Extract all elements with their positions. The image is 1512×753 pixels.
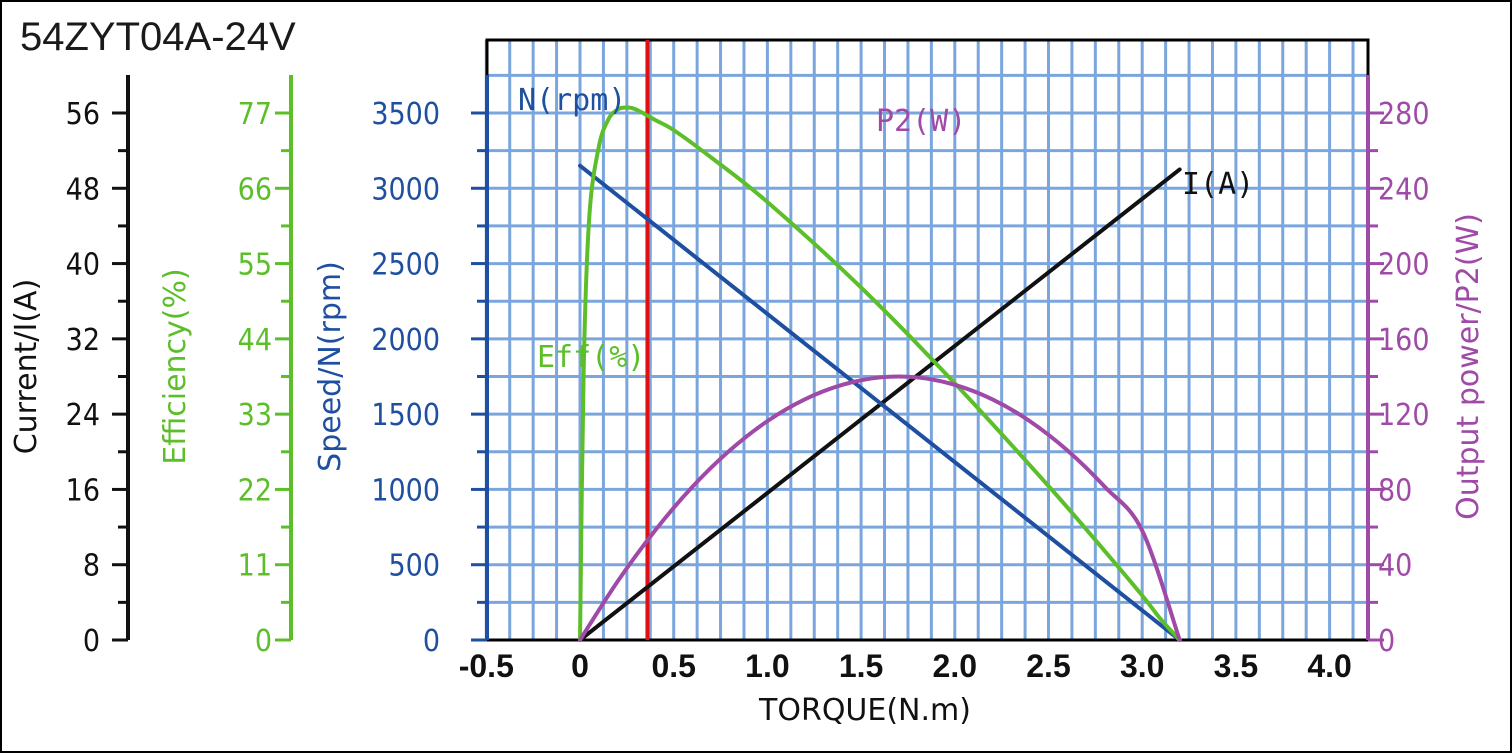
efficiency-tick-label: 66 — [238, 172, 272, 207]
x-tick-label: 1.5 — [839, 648, 883, 684]
x-tick-label: 1.0 — [745, 648, 789, 684]
efficiency-tick-label: 11 — [238, 549, 272, 584]
speed-tick-label: 2500 — [371, 248, 440, 283]
data-series — [578, 105, 1182, 642]
x-tick-label: 3.5 — [1214, 648, 1258, 684]
power-tick-label: 240 — [1378, 172, 1430, 207]
x-tick-label: 2.0 — [933, 648, 977, 684]
power-tick-label: 0 — [1378, 624, 1395, 659]
current-axis-title: Current/I(A) — [9, 279, 44, 455]
curve-labels: I(A) N(rpm) Eff(%) P2(W) — [518, 83, 1254, 375]
power-tick-label: 40 — [1378, 549, 1412, 584]
power-tick-label: 160 — [1378, 323, 1430, 358]
efficiency-axis-title: Efficiency(%) — [158, 268, 193, 464]
efficiency-tick-label: 44 — [238, 323, 272, 358]
curve-label-speed: N(rpm) — [518, 83, 626, 118]
current-tick-label: 24 — [66, 398, 100, 433]
efficiency-tick-label: 22 — [238, 473, 272, 508]
current-tick-label: 8 — [83, 549, 100, 584]
x-tick-label: 0.5 — [651, 648, 695, 684]
chart-title: 54ZYT04A-24V — [20, 15, 296, 59]
speed-tick-label: 0 — [423, 624, 440, 659]
speed-tick-label: 500 — [388, 549, 440, 584]
power-tick-label: 200 — [1378, 248, 1430, 283]
curve-label-efficiency: Eff(%) — [537, 340, 645, 375]
x-tick-label: 2.5 — [1026, 648, 1070, 684]
x-tick-label: 0 — [571, 648, 589, 684]
curve-label-current: I(A) — [1182, 167, 1254, 202]
efficiency-tick-label: 55 — [238, 248, 272, 283]
efficiency-tick-label: 77 — [238, 97, 272, 132]
series-line-power — [578, 374, 1182, 642]
curve-label-power: P2(W) — [876, 104, 966, 139]
speed-tick-label: 2000 — [371, 323, 440, 358]
x-tick-label: 4.0 — [1307, 648, 1351, 684]
current-tick-label: 48 — [66, 172, 100, 207]
current-tick-label: 0 — [83, 624, 100, 659]
power-tick-label: 280 — [1378, 97, 1430, 132]
power-tick-label: 80 — [1378, 473, 1412, 508]
plot-grid: -0.5 0 0.5 1.0 1.5 2.0 2.5 3.0 3.5 4.0 — [459, 38, 1370, 684]
y-axes: 0 8 16 24 32 40 48 56 Current/I(A) 0 11 22 33 44 55 66 7… — [9, 75, 1486, 659]
efficiency-tick-label: 33 — [238, 398, 272, 433]
speed-tick-label: 1500 — [371, 398, 440, 433]
series-line-efficiency — [578, 105, 1182, 642]
x-tick-label: -0.5 — [459, 648, 514, 684]
x-tick-label: 3.0 — [1120, 648, 1164, 684]
series-line-speed — [578, 163, 1182, 642]
current-tick-label: 16 — [66, 473, 100, 508]
speed-tick-label: 1000 — [371, 473, 440, 508]
current-tick-label: 32 — [66, 323, 100, 358]
speed-axis-title: Speed/N(rpm) — [313, 261, 348, 472]
current-tick-label: 40 — [66, 248, 100, 283]
efficiency-tick-label: 0 — [255, 624, 272, 659]
speed-tick-label: 3000 — [371, 172, 440, 207]
current-tick-label: 56 — [66, 97, 100, 132]
speed-tick-label: 3500 — [371, 97, 440, 132]
power-axis-title: Output power/P2(W) — [1451, 213, 1486, 520]
x-axis-label: TORQUE(N.m) — [758, 693, 971, 728]
power-tick-label: 120 — [1378, 398, 1430, 433]
